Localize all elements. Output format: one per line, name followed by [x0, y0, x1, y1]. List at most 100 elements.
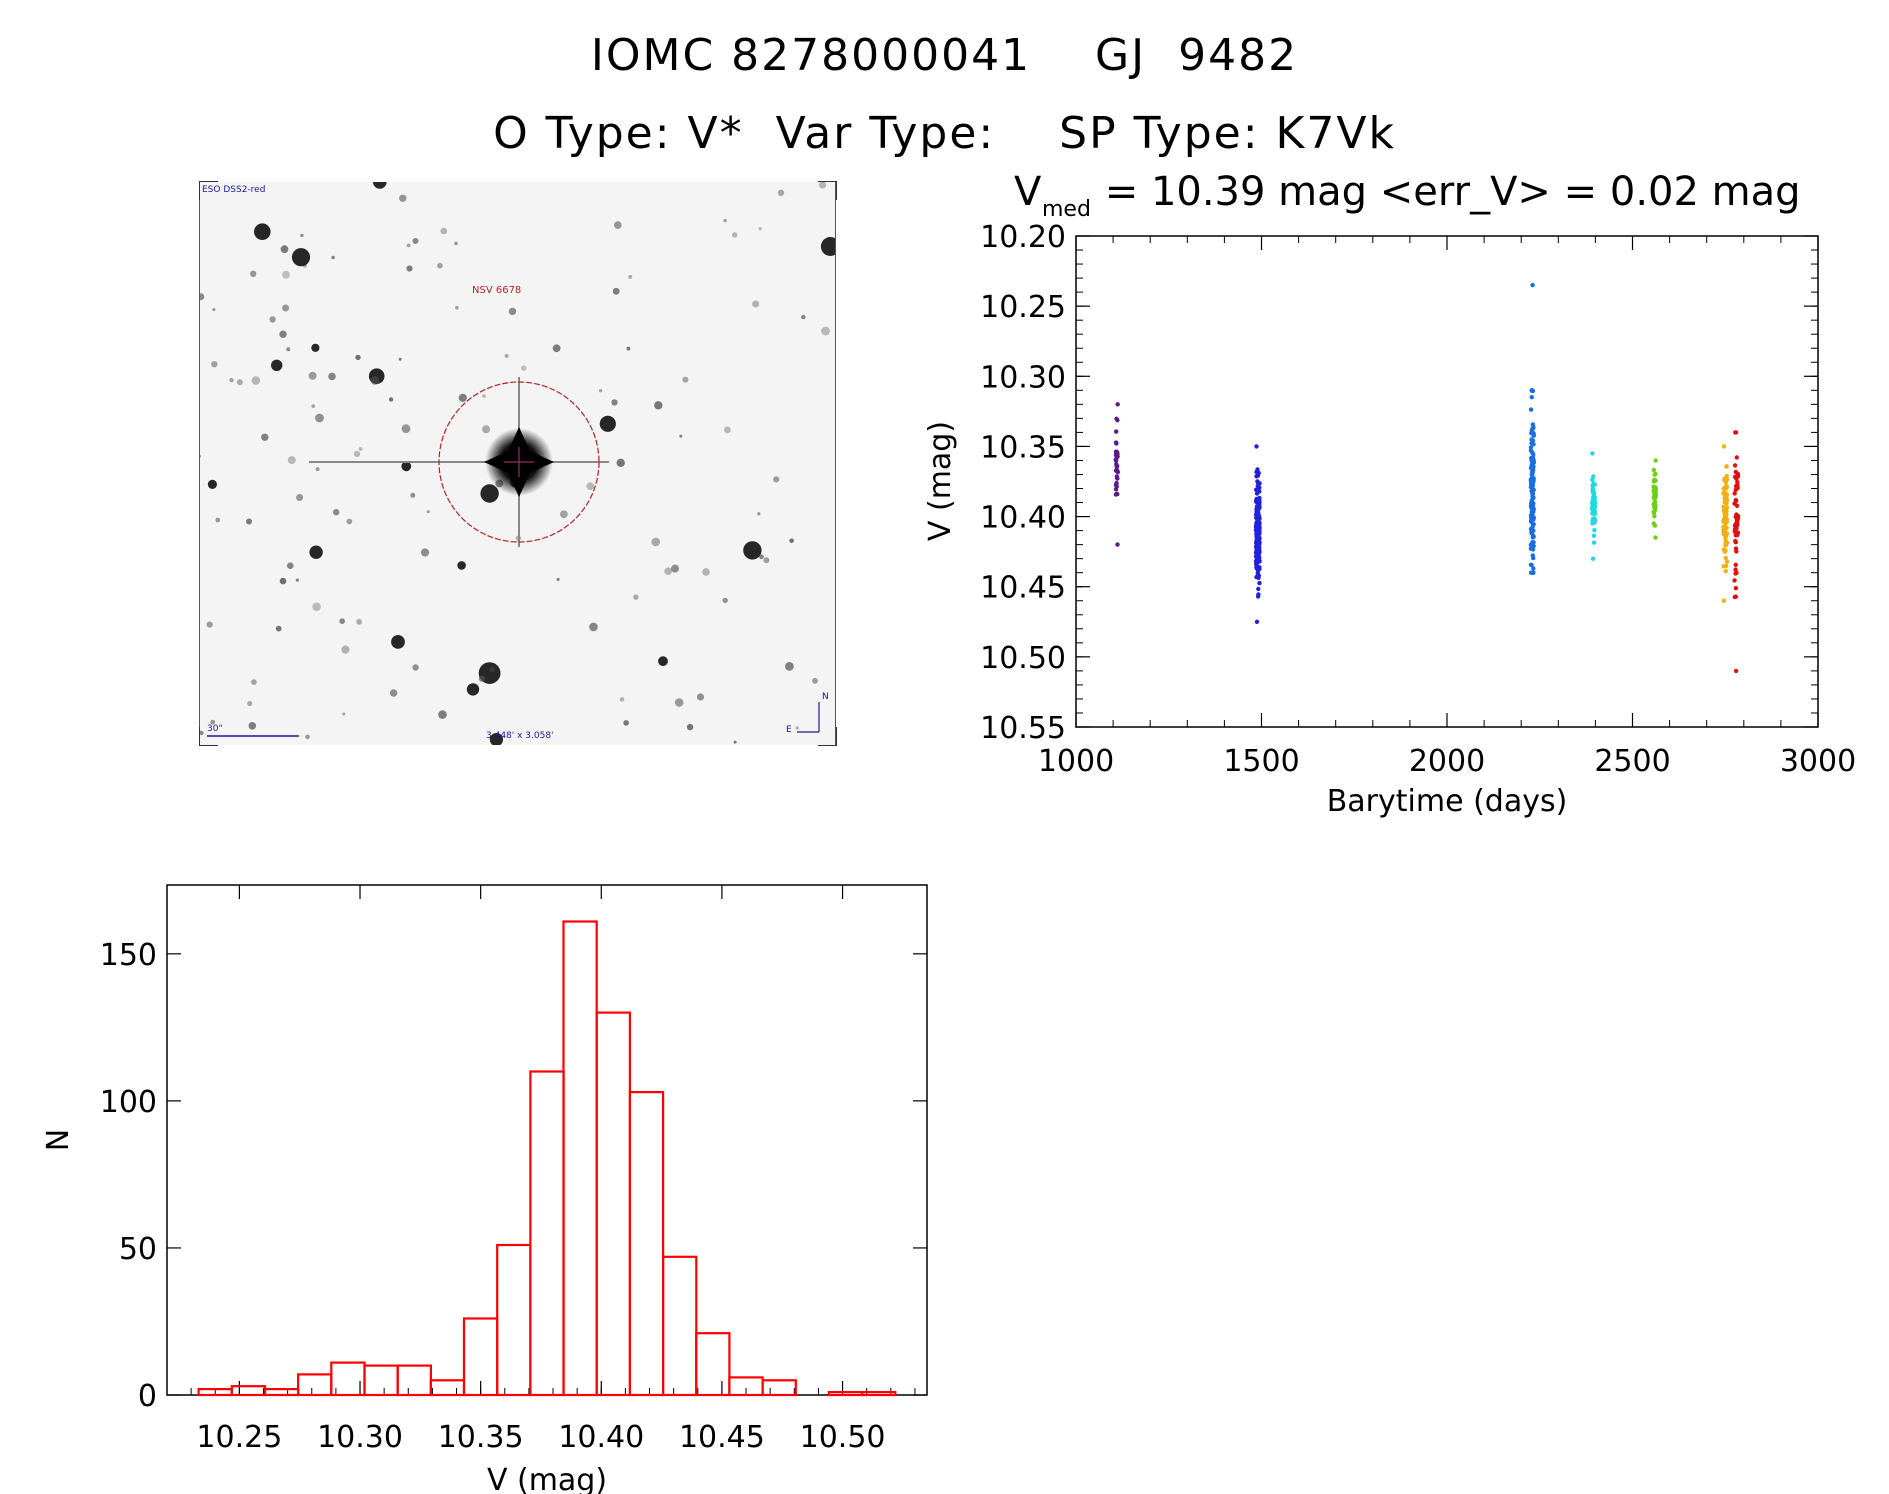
- background-star: [801, 314, 806, 320]
- background-star: [254, 223, 271, 240]
- background-star: [658, 656, 668, 667]
- lc-data-point: [1530, 489, 1535, 494]
- east-label: E: [786, 725, 792, 735]
- lc-data-point: [1256, 586, 1261, 592]
- lc-data-point: [1721, 444, 1727, 449]
- lc-data-point: [1732, 594, 1738, 600]
- lc-data-point: [1652, 499, 1658, 504]
- background-star: [295, 578, 299, 582]
- background-star: [623, 720, 629, 726]
- lc-data-point: [1590, 451, 1595, 456]
- background-star: [612, 287, 620, 295]
- lc-data-point: [1114, 462, 1119, 467]
- lc-data-point: [1724, 477, 1730, 482]
- lc-data-point: [1115, 402, 1120, 407]
- background-star: [279, 330, 287, 338]
- lc-data-point: [1257, 498, 1262, 503]
- background-star: [212, 308, 216, 312]
- lc-x-tick-label: 1500: [1223, 744, 1299, 779]
- lc-data-point: [1733, 571, 1738, 576]
- lc-data-point: [1652, 523, 1658, 528]
- background-star: [651, 537, 660, 547]
- background-star: [215, 517, 221, 523]
- lc-data-point: [1651, 467, 1657, 473]
- background-star: [482, 425, 491, 434]
- lc-data-point: [1114, 454, 1120, 459]
- background-star: [763, 557, 770, 564]
- lc-data-point: [1256, 511, 1261, 516]
- lc-data-point: [1114, 480, 1119, 486]
- lc-data-point: [1724, 498, 1730, 503]
- background-star: [455, 305, 459, 310]
- lc-data-point: [1113, 440, 1119, 445]
- background-star: [311, 404, 316, 408]
- lc-data-point: [1257, 580, 1262, 586]
- lc-data-point: [1255, 525, 1260, 530]
- background-star: [482, 394, 486, 398]
- lc-data-point: [1733, 562, 1738, 567]
- background-star: [280, 245, 289, 254]
- lc-data-point: [1723, 548, 1728, 553]
- lc-data-point: [1590, 506, 1595, 511]
- lc-title-subscript: med: [1042, 197, 1091, 222]
- lc-data-point: [1255, 467, 1260, 472]
- background-star: [328, 372, 336, 381]
- lc-data-point: [1723, 511, 1729, 516]
- background-star: [777, 189, 785, 196]
- background-star: [406, 243, 411, 248]
- background-star: [674, 698, 684, 707]
- lc-data-point: [1724, 505, 1730, 510]
- background-star: [489, 733, 503, 745]
- lc-data-point: [1254, 537, 1259, 543]
- background-star: [626, 346, 631, 351]
- lc-data-point: [1529, 479, 1535, 485]
- lc-data-point: [1732, 491, 1737, 496]
- lc-data-point: [1530, 508, 1536, 513]
- lc-data-point: [1113, 492, 1119, 497]
- background-star: [508, 307, 517, 316]
- lc-data-point: [1590, 483, 1595, 488]
- background-star: [724, 426, 731, 434]
- lc-data-point: [1531, 424, 1536, 430]
- lc-data-point: [1591, 474, 1596, 479]
- lc-ylabel: V (mag): [923, 421, 958, 541]
- background-star: [388, 397, 394, 402]
- star-field: [199, 182, 836, 745]
- background-star: [758, 227, 762, 231]
- lc-data-point: [1529, 395, 1535, 400]
- lc-data-point: [1530, 388, 1536, 394]
- lc-data-point: [1529, 437, 1534, 442]
- background-star: [211, 361, 218, 368]
- background-star: [560, 510, 568, 519]
- background-star: [556, 577, 560, 581]
- sky-image: ESO DSS2-red NSV 6678 30" 3.448' x 3.058…: [199, 182, 836, 745]
- background-star: [308, 371, 317, 380]
- background-star: [356, 619, 362, 625]
- background-star: [633, 594, 639, 600]
- survey-label: ESO DSS2-red: [202, 185, 266, 195]
- lc-data-point: [1591, 533, 1597, 538]
- background-star: [679, 434, 683, 438]
- background-star: [732, 232, 738, 238]
- background-star: [759, 554, 764, 560]
- background-star: [789, 538, 794, 544]
- lc-data-point: [1529, 485, 1534, 490]
- background-star: [391, 635, 405, 649]
- background-star: [291, 248, 311, 267]
- background-star: [282, 270, 290, 279]
- lc-data-point: [1653, 535, 1658, 540]
- lc-data-point: [1590, 499, 1595, 504]
- background-star: [785, 662, 794, 671]
- background-star: [296, 494, 304, 501]
- background-star: [389, 689, 398, 697]
- background-star: [287, 456, 296, 465]
- lc-y-tick-label: 10.45: [980, 571, 1066, 606]
- lc-data-point: [1529, 465, 1534, 471]
- lc-xlabel: Barytime (days): [1327, 784, 1568, 819]
- background-star: [315, 413, 324, 423]
- lc-data-point: [1528, 542, 1534, 548]
- background-star: [246, 518, 252, 525]
- lc-data-point: [1531, 452, 1536, 457]
- background-star: [358, 447, 363, 451]
